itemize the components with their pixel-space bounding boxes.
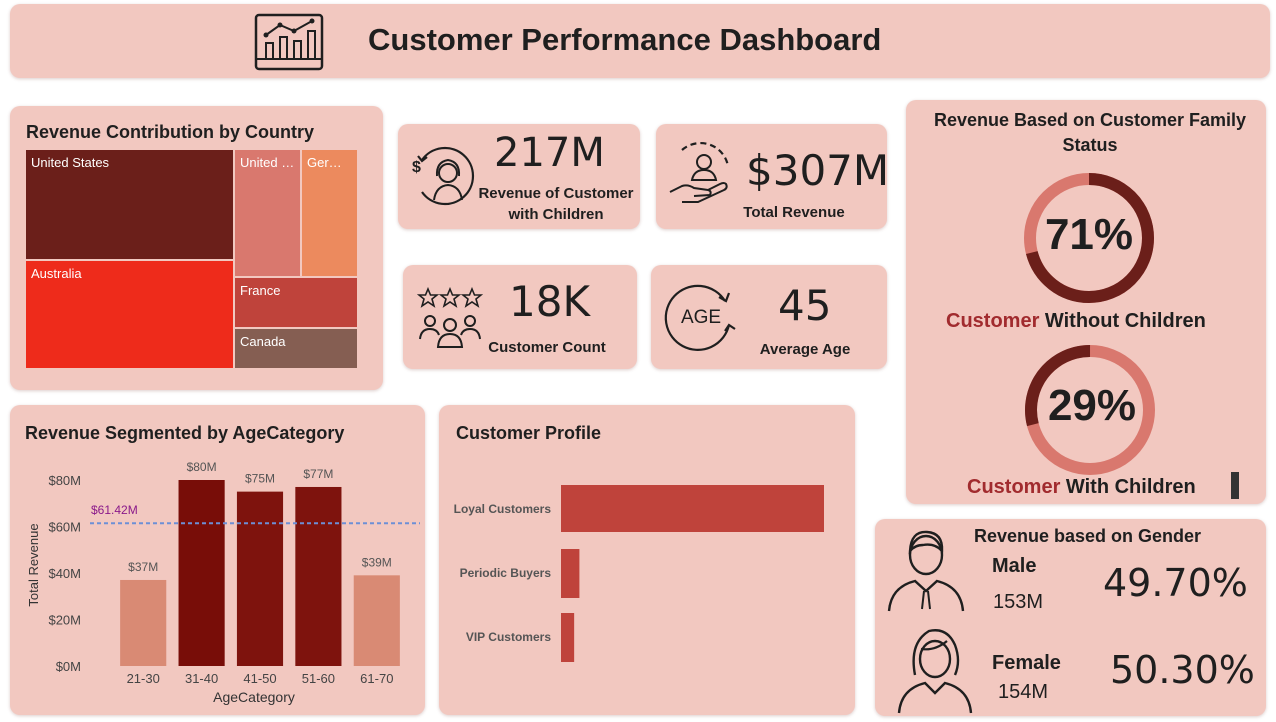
donut-without-children-label: Customer Without Children [946, 310, 1206, 333]
gender-male-name: Male [992, 555, 1037, 577]
scrollbar-thumb[interactable] [1231, 472, 1239, 499]
age-category-chart-card: Revenue Segmented by AgeCategory $0M $20M… [10, 405, 425, 715]
label-highlight: Customer [946, 310, 1040, 332]
reference-line-label: $61.42M [91, 503, 138, 517]
kpi-total-revenue-label: Total Revenue [743, 204, 845, 221]
label-rest: Without Children [1039, 310, 1206, 332]
x-tick-label: 61-70 [360, 671, 393, 686]
customer-profile-card: Customer Profile Loyal Customers Periodic… [439, 405, 855, 715]
woman-icon [897, 629, 973, 714]
treemap-card: Revenue Contribution by Country United S… [10, 106, 383, 390]
age-icon-text: AGE [681, 307, 721, 328]
family-status-card: Revenue Based on Customer Family Status … [906, 100, 1266, 504]
kpi-children-revenue-value: 217M [494, 130, 605, 176]
treemap-label: Canada [240, 334, 286, 349]
gender-female-name: Female [992, 652, 1061, 674]
donut-with-children-label: Customer With Children [967, 476, 1196, 499]
treemap-label: Germany [307, 155, 358, 170]
x-axis-title: AgeCategory [213, 689, 295, 705]
label-rest: With Children [1060, 476, 1196, 498]
data-label: $37M [128, 560, 158, 574]
donut-without-children-pct: 71% [1044, 210, 1134, 259]
treemap-cell-united-kingdom[interactable]: United Kingdom [234, 149, 301, 277]
customer-profile-title: Customer Profile [456, 423, 602, 443]
treemap-label: France [240, 283, 281, 298]
donut-without-children[interactable] [1021, 170, 1157, 306]
header-card: Customer Performance Dashboard [10, 4, 1270, 78]
x-tick-label: 51-60 [302, 671, 335, 686]
gender-title: Revenue based on Gender [974, 526, 1202, 546]
gender-female-pct: 50.30% [1110, 648, 1255, 692]
kpi-children-revenue-label: Revenue of Customer with Children [478, 185, 634, 223]
gender-male-amount: 153M [993, 591, 1044, 613]
treemap-cell-united-states[interactable]: United States [25, 149, 234, 260]
gender-female-amount: 154M [998, 681, 1049, 703]
family-status-title: Revenue Based on Customer Family Status [933, 110, 1247, 155]
kpi-total-revenue-value: $307M [746, 146, 887, 195]
kpi-average-age-card: AGE 45 Average Age [651, 265, 887, 369]
x-tick-label: 31-40 [185, 671, 218, 686]
donut-with-children-pct: 29% [1047, 381, 1137, 430]
bar-61-70[interactable] [353, 575, 400, 666]
kpi-children-revenue-card: $ 217M Revenue of Customer with Children [398, 124, 640, 229]
profile-bar[interactable] [561, 485, 824, 532]
y-tick-label: $80M [48, 473, 81, 488]
data-label: $77M [303, 467, 333, 481]
kpi-customer-count-label: Customer Count [488, 339, 606, 356]
data-label: $39M [362, 555, 392, 569]
kpi-customer-count-value: 18K [509, 277, 590, 326]
kpi-average-age-label: Average Age [759, 341, 851, 358]
kpi-total-revenue-card: $307M Total Revenue [656, 124, 887, 229]
treemap-cell-australia[interactable]: Australia [25, 260, 234, 369]
chart-growth-icon [254, 13, 324, 71]
gender-card: Revenue based on Gender Male 153M 49.70%… [875, 519, 1266, 716]
customers-stars-icon [417, 287, 483, 348]
y-tick-label: $60M [48, 520, 81, 535]
y-axis-title: Total Revenue [26, 523, 41, 606]
treemap-cell-canada[interactable]: Canada [234, 328, 358, 369]
bar-21-30[interactable] [120, 579, 167, 666]
gender-male-pct: 49.70% [1103, 561, 1248, 605]
hand-customer-icon [669, 141, 730, 203]
profile-bar[interactable] [561, 613, 575, 662]
label-highlight: Customer [967, 476, 1061, 498]
age-icon: AGE [664, 284, 736, 351]
y-tick-label: $20M [48, 613, 81, 628]
treemap-label: United Kingdom [240, 155, 300, 170]
age-chart-title: Revenue Segmented by AgeCategory [25, 423, 345, 443]
profile-category-label: VIP Customers [466, 630, 551, 644]
profile-category-label: Loyal Customers [454, 502, 552, 516]
profile-category-label: Periodic Buyers [460, 566, 552, 580]
x-tick-label: 21-30 [127, 671, 160, 686]
kpi-customer-count-card: 18K Customer Count [403, 265, 637, 369]
treemap-cell-germany[interactable]: Germany [301, 149, 358, 277]
bar-41-50[interactable] [236, 491, 284, 666]
customer-profile-bar-chart: Loyal Customers Periodic Buyers VIP Custom… [454, 485, 824, 662]
donut-with-children[interactable] [1022, 342, 1158, 478]
kpi-average-age-value: 45 [778, 281, 832, 330]
bar-31-40[interactable] [178, 480, 225, 666]
treemap-title: Revenue Contribution by Country [26, 122, 314, 142]
man-icon [887, 530, 965, 612]
treemap-cell-france[interactable]: France [234, 277, 358, 328]
data-label: $80M [187, 460, 217, 474]
bar-51-60[interactable] [295, 486, 342, 666]
y-tick-label: $40M [48, 566, 81, 581]
age-category-bar-chart: $0M $20M $40M $60M $80M $37M 21-30 $80M 31-40 $7… [26, 460, 420, 705]
y-tick-label: $0M [56, 659, 81, 674]
treemap-label: United States [31, 155, 110, 170]
svg-text:$: $ [412, 159, 421, 176]
profile-bar[interactable] [561, 549, 580, 598]
donut-arc [1024, 173, 1154, 303]
treemap-label: Australia [31, 266, 82, 281]
woman-dollar-icon: $ [412, 146, 474, 206]
x-tick-label: 41-50 [243, 671, 276, 686]
data-label: $75M [245, 472, 275, 486]
page-title: Customer Performance Dashboard [368, 22, 882, 57]
